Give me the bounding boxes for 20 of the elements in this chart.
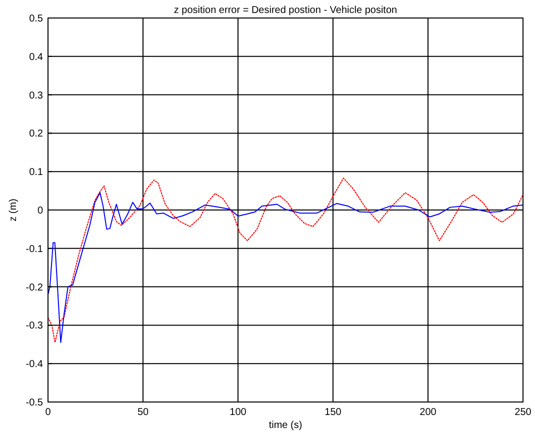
y-tick-label: 0 xyxy=(37,206,44,216)
y-tick-label: 0.2 xyxy=(29,128,44,140)
y-tick-label: -0.2 xyxy=(26,282,44,294)
y-tick-label: 0.1 xyxy=(29,167,44,178)
y-tick-label: 0.5 xyxy=(29,14,44,24)
x-axis-title: time (s) xyxy=(268,420,302,431)
y-axis-title: z (m) xyxy=(8,198,19,222)
y-tick-label: 0.4 xyxy=(29,52,44,63)
x-tick-label: 250 xyxy=(514,407,532,418)
y-tick-label: 0.3 xyxy=(29,90,44,102)
y-tick-label: -0.4 xyxy=(26,359,44,370)
x-tick-label: 100 xyxy=(230,407,247,418)
x-tick-label: 150 xyxy=(324,407,342,418)
chart-title: z position error = Desired postion - Vehicle positon xyxy=(174,5,398,16)
y-tick-label: -0.1 xyxy=(26,244,44,255)
x-tick-label: 50 xyxy=(137,407,149,418)
x-tick-label: 0 xyxy=(45,407,52,418)
y-tick-label: -0.3 xyxy=(26,320,44,332)
x-tick-label: 200 xyxy=(420,407,437,418)
y-tick-label: -0.5 xyxy=(26,398,44,408)
